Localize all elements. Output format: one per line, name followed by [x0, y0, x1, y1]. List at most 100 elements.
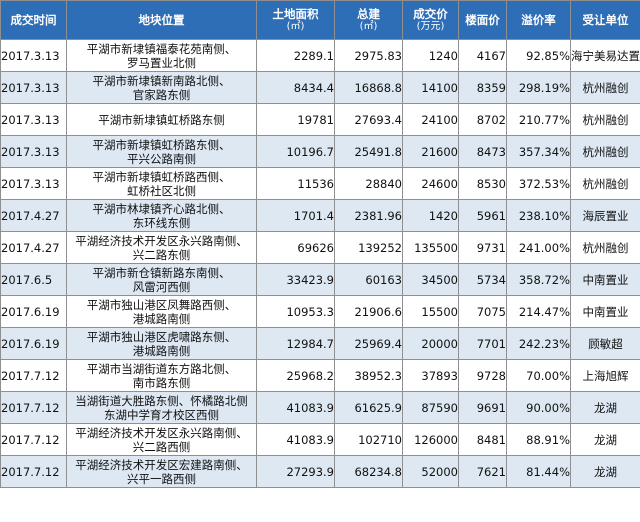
cell-total-built: 25969.4: [334, 327, 403, 360]
cell-price: 24600: [402, 167, 459, 200]
cell-premium: 214.47%: [506, 295, 571, 328]
cell-floor-price: 8702: [458, 103, 507, 136]
location-line: 平湖市独山港区凤舞路西侧、: [86, 297, 237, 312]
cell-total-built: 102710: [334, 423, 403, 456]
cell-location: 平湖市新埭镇新南路北侧、 官家路东侧: [66, 71, 257, 104]
cell-floor-price: 8530: [458, 167, 507, 200]
location-line: 风雷河西侧: [132, 279, 191, 294]
land-transaction-table: 成交时间 地块位置 土地面积 (㎡) 总建 (㎡) 成交价 (万元) 楼面价 溢价率 …: [0, 0, 640, 488]
cell-price: 1420: [402, 199, 459, 232]
cell-total-built: 21906.6: [334, 295, 403, 328]
cell-total-built: 38952.3: [334, 359, 403, 392]
header-date: 成交时间: [0, 0, 67, 40]
cell-buyer: 龙湖: [570, 391, 640, 424]
cell-location: 平湖经济技术开发区永兴路南侧、 兴二路西侧: [66, 423, 257, 456]
cell-date: 2017.4.27: [0, 199, 67, 232]
cell-floor-price: 8359: [458, 71, 507, 104]
table-body: 2017.3.13 平湖市新埭镇福泰花苑南侧、 罗马置业北侧 2289.1 2975.8…: [0, 39, 640, 488]
cell-land-area: 27293.9: [256, 455, 335, 488]
location-line: 平湖经济技术开发区宏建路南侧、: [75, 457, 248, 472]
cell-buyer: 海辰置业: [570, 199, 640, 232]
cell-land-area: 41083.9: [256, 423, 335, 456]
cell-price: 20000: [402, 327, 459, 360]
cell-price: 21600: [402, 135, 459, 168]
cell-total-built: 27693.4: [334, 103, 403, 136]
cell-premium: 372.53%: [506, 167, 571, 200]
cell-land-area: 10953.3: [256, 295, 335, 328]
cell-total-built: 25491.8: [334, 135, 403, 168]
cell-floor-price: 9691: [458, 391, 507, 424]
cell-premium: 70.00%: [506, 359, 571, 392]
cell-premium: 81.44%: [506, 455, 571, 488]
cell-buyer: 杭州融创: [570, 167, 640, 200]
cell-floor-price: 5961: [458, 199, 507, 232]
cell-date: 2017.3.13: [0, 103, 67, 136]
cell-floor-price: 8481: [458, 423, 507, 456]
cell-buyer: 中南置业: [570, 263, 640, 296]
cell-buyer: 龙湖: [570, 455, 640, 488]
cell-location: 平湖市独山港区凤舞路西侧、 港城路南侧: [66, 295, 257, 328]
table-row: 2017.4.27 平湖经济技术开发区永兴路南侧、 兴二路东侧 69626 139252…: [0, 231, 640, 264]
cell-buyer: 龙湖: [570, 423, 640, 456]
cell-land-area: 11536: [256, 167, 335, 200]
cell-land-area: 25968.2: [256, 359, 335, 392]
cell-premium: 241.00%: [506, 231, 571, 264]
table-row: 2017.7.12 平湖市当湖街道东方路北侧、 南市路东侧 25968.2 38952.…: [0, 359, 640, 392]
location-line: 平兴公路南侧: [127, 151, 196, 166]
cell-floor-price: 9731: [458, 231, 507, 264]
cell-premium: 88.91%: [506, 423, 571, 456]
table-header: 成交时间 地块位置 土地面积 (㎡) 总建 (㎡) 成交价 (万元) 楼面价 溢价率 …: [0, 0, 640, 40]
location-line: 东湖中学育才校区西侧: [104, 407, 219, 422]
location-line: 港城路南侧: [132, 343, 191, 358]
cell-land-area: 69626: [256, 231, 335, 264]
cell-date: 2017.7.12: [0, 359, 67, 392]
location-line: 虹桥社区北侧: [127, 183, 196, 198]
cell-premium: 210.77%: [506, 103, 571, 136]
cell-total-built: 2975.83: [334, 39, 403, 72]
cell-location: 平湖经济技术开发区永兴路南侧、 兴二路东侧: [66, 231, 257, 264]
location-line: 兴平一路西侧: [127, 471, 196, 486]
cell-floor-price: 9728: [458, 359, 507, 392]
cell-price: 52000: [402, 455, 459, 488]
cell-floor-price: 7701: [458, 327, 507, 360]
cell-total-built: 60163: [334, 263, 403, 296]
cell-total-built: 139252: [334, 231, 403, 264]
cell-land-area: 33423.9: [256, 263, 335, 296]
table-row: 2017.6.19 平湖市独山港区凤舞路西侧、 港城路南侧 10953.3 21906.…: [0, 295, 640, 328]
cell-location: 平湖市林埭镇齐心路北侧、 东环线东侧: [66, 199, 257, 232]
header-row: 成交时间 地块位置 土地面积 (㎡) 总建 (㎡) 成交价 (万元) 楼面价 溢价率 …: [0, 0, 640, 40]
cell-location: 平湖经济技术开发区宏建路南侧、 兴平一路西侧: [66, 455, 257, 488]
table-row: 2017.3.13 平湖市新埭镇福泰花苑南侧、 罗马置业北侧 2289.1 2975.8…: [0, 39, 640, 72]
cell-total-built: 2381.96: [334, 199, 403, 232]
cell-premium: 238.10%: [506, 199, 571, 232]
cell-buyer: 中南置业: [570, 295, 640, 328]
cell-land-area: 8434.4: [256, 71, 335, 104]
cell-price: 14100: [402, 71, 459, 104]
cell-premium: 90.00%: [506, 391, 571, 424]
cell-premium: 298.19%: [506, 71, 571, 104]
cell-land-area: 2289.1: [256, 39, 335, 72]
cell-floor-price: 8473: [458, 135, 507, 168]
table-row: 2017.6.5 平湖市新仓镇新路东南侧、 风雷河西侧 33423.9 60163 345…: [0, 263, 640, 296]
location-line: 平湖市新埭镇虹桥路东侧: [98, 112, 225, 127]
table-row: 2017.7.12 平湖经济技术开发区永兴路南侧、 兴二路西侧 41083.9 1027…: [0, 423, 640, 456]
cell-premium: 242.23%: [506, 327, 571, 360]
header-total-built: 总建 (㎡): [334, 0, 403, 40]
cell-land-area: 19781: [256, 103, 335, 136]
cell-location: 平湖市新仓镇新路东南侧、 风雷河西侧: [66, 263, 257, 296]
cell-land-area: 41083.9: [256, 391, 335, 424]
cell-price: 126000: [402, 423, 459, 456]
location-line: 平湖市新仓镇新路东南侧、: [92, 265, 231, 280]
cell-total-built: 61625.9: [334, 391, 403, 424]
location-line: 东环线东侧: [132, 215, 191, 230]
cell-location: 平湖市新埭镇虹桥路东侧: [66, 103, 257, 136]
cell-buyer: 杭州融创: [570, 71, 640, 104]
table-row: 2017.3.13 平湖市新埭镇虹桥路西侧、 虹桥社区北侧 11536 28840 246…: [0, 167, 640, 200]
cell-total-built: 68234.8: [334, 455, 403, 488]
cell-location: 平湖市独山港区虎啸路东侧、 港城路南侧: [66, 327, 257, 360]
table-row: 2017.7.12 平湖经济技术开发区宏建路南侧、 兴平一路西侧 27293.9 682…: [0, 455, 640, 488]
cell-price: 1240: [402, 39, 459, 72]
location-line: 平湖市新埭镇虹桥路东侧、: [92, 137, 231, 152]
location-line: 平湖经济技术开发区永兴路南侧、: [75, 233, 248, 248]
header-price: 成交价 (万元): [402, 0, 459, 40]
